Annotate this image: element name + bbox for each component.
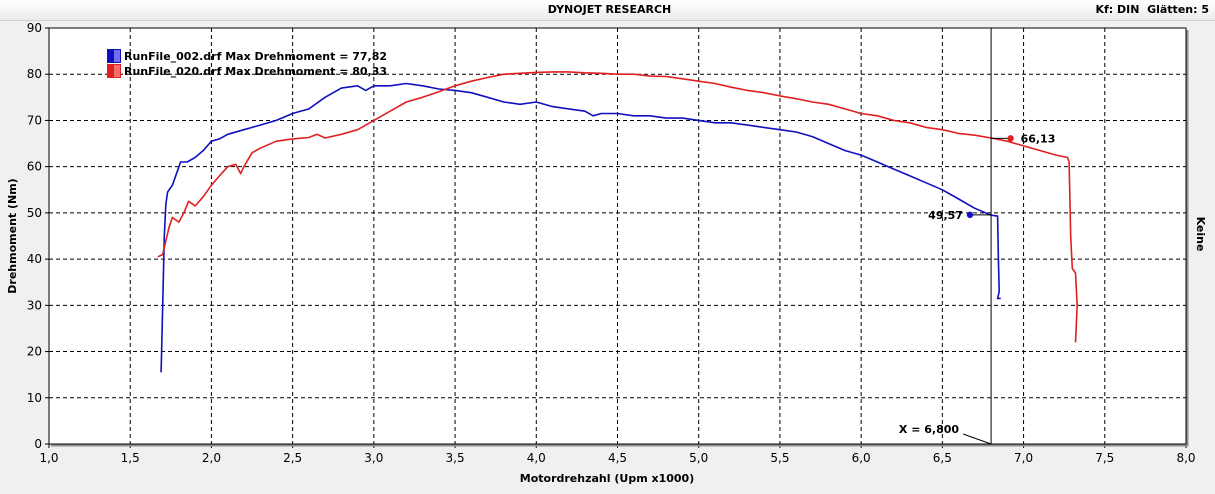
y-tick-label: 40 <box>27 252 42 266</box>
x-tick-label: 4,0 <box>527 451 546 465</box>
smoothing-label: Glätten: 5 <box>1147 3 1209 16</box>
window-title: DYNOJET RESEARCH <box>547 3 672 16</box>
y-tick-label: 30 <box>27 298 42 312</box>
x-tick-label: 3,0 <box>364 451 383 465</box>
y-tick-label: 10 <box>27 391 42 405</box>
x-tick-label: 6,0 <box>852 451 871 465</box>
x-tick-label: 6,5 <box>933 451 952 465</box>
value-marker-point <box>1007 135 1014 142</box>
legend-swatch-series-2-inner <box>114 65 120 77</box>
y-tick-label: 70 <box>27 113 42 127</box>
x-tick-labels: 1,0 1,5 2,0 2,5 3,0 3,5 4,0 4,5 5,0 5,5 6,0 6,5 7,0 7… <box>39 451 1195 465</box>
x-tick-label: 8,0 <box>1176 451 1195 465</box>
x-tick-label: 7,5 <box>1095 451 1114 465</box>
x-tick-label: 4,5 <box>608 451 627 465</box>
x-axis-label: Motordrehzahl (Upm x1000) <box>520 472 694 485</box>
x-tick-label: 5,5 <box>770 451 789 465</box>
grid-lines <box>45 27 1187 448</box>
cursor-label-leader <box>962 433 992 445</box>
plot-frame <box>48 27 1187 445</box>
value-marker-label: 66,13 <box>1021 132 1056 145</box>
y-tick-label: 50 <box>27 206 42 220</box>
x-tick-label: 5,0 <box>689 451 708 465</box>
y-tick-label: 20 <box>27 345 42 359</box>
legend[interactable]: RunFile_002.drf Max Drehmoment = 77,82 R… <box>107 49 387 78</box>
legend-entry-series-1: RunFile_002.drf Max Drehmoment = 77,82 <box>124 50 387 63</box>
y-tick-labels: 0 10 20 30 40 50 60 70 80 90 <box>27 21 42 451</box>
kf-label: Kf: DIN <box>1095 3 1140 16</box>
y-tick-label: 90 <box>27 21 42 35</box>
correction-info: Kf: DIN Glätten: 5 <box>1095 3 1209 16</box>
series-lines <box>157 71 1078 373</box>
y-tick-label: 0 <box>34 437 42 451</box>
side-label: Keine <box>1194 217 1207 252</box>
cursor-line[interactable]: X = 6,800 <box>899 28 992 445</box>
y-axis-label: Drehmoment (Nm) <box>6 178 19 293</box>
value-markers: 66,13 49,57 <box>928 132 1055 222</box>
value-marker-label: 49,57 <box>928 209 963 222</box>
series-line-2 <box>157 71 1078 343</box>
x-tick-label: 2,5 <box>283 451 302 465</box>
x-tick-label: 1,5 <box>121 451 140 465</box>
value-marker-point <box>966 211 974 219</box>
x-tick-label: 2,0 <box>202 451 221 465</box>
y-tick-label: 60 <box>27 160 42 174</box>
x-tick-label: 3,5 <box>446 451 465 465</box>
y-tick-label: 80 <box>27 67 42 81</box>
legend-swatch-series-1-inner <box>114 50 120 62</box>
x-tick-label: 7,0 <box>1014 451 1033 465</box>
cursor-label: X = 6,800 <box>899 423 959 436</box>
window-titlebar: DYNOJET RESEARCH Kf: DIN Glätten: 5 <box>0 0 1215 21</box>
x-tick-label: 1,0 <box>39 451 58 465</box>
legend-entry-series-2: RunFile_020.drf Max Drehmoment = 80,33 <box>124 65 387 78</box>
series-line-1 <box>160 82 1001 373</box>
